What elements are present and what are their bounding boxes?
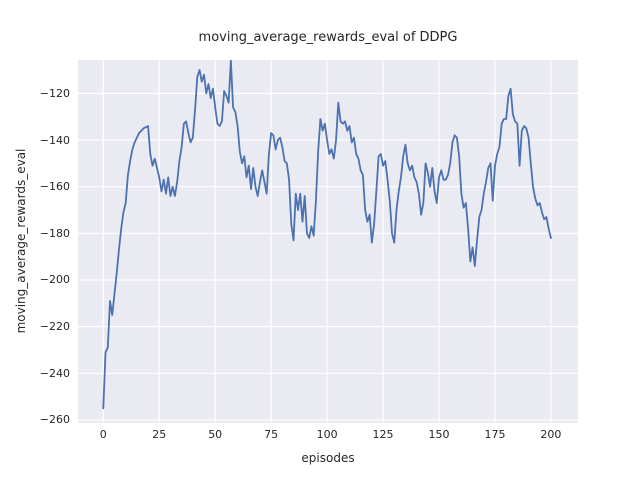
- y-tick-label: −260: [39, 413, 70, 427]
- x-tick-label: 125: [372, 428, 394, 441]
- x-tick-label: 25: [152, 428, 167, 441]
- y-tick-label: −220: [39, 320, 70, 334]
- x-tick-label: 150: [428, 428, 450, 441]
- x-tick-label: 200: [540, 428, 562, 441]
- series-line-moving_average_rewards_eval: [102, 60, 552, 410]
- x-tick-label: 100: [316, 428, 338, 441]
- y-tick-label: −140: [39, 133, 70, 147]
- line-chart-canvas: [78, 60, 578, 423]
- x-tick-label: 175: [484, 428, 506, 441]
- x-tick-label: 50: [208, 428, 223, 441]
- x-axis-label: episodes: [301, 451, 355, 465]
- chart-title: moving_average_rewards_eval of DDPG: [198, 30, 458, 45]
- x-tick-label: 75: [264, 428, 279, 441]
- y-tick-label: −120: [39, 86, 70, 100]
- y-tick-label: −180: [39, 226, 70, 240]
- y-tick-label: −240: [39, 366, 70, 380]
- plot-area: [78, 60, 578, 423]
- y-tick-label: −200: [39, 273, 70, 287]
- y-tick-label: −160: [39, 180, 70, 194]
- x-tick-label: 0: [99, 428, 107, 441]
- y-axis-label: moving_average_rewards_eval: [14, 148, 28, 334]
